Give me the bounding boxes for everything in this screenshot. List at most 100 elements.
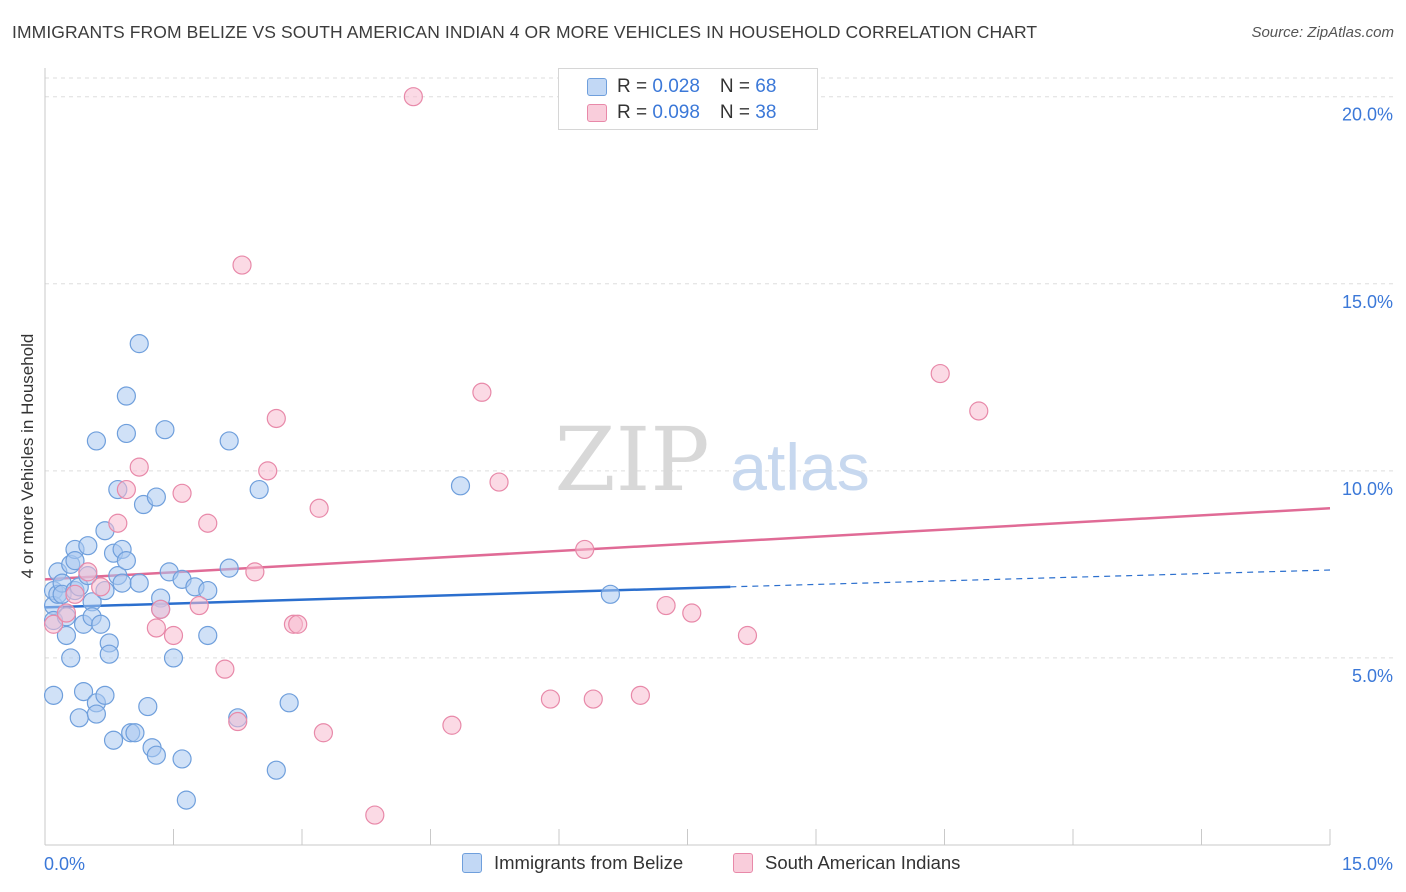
legend-text-sa-indians: R = 0.098 N = 38	[617, 102, 776, 124]
legend-r-value: 0.098	[652, 102, 700, 123]
watermark-atlas: atlas	[730, 430, 869, 504]
point-sa-indian	[540, 689, 561, 709]
point-sa-indian	[172, 483, 192, 503]
point-sa-indian	[656, 595, 676, 616]
chart-title: IMMIGRANTS FROM BELIZE VS SOUTH AMERICAN…	[12, 22, 1038, 42]
point-belize	[91, 614, 111, 634]
watermark-zip: ZIP	[554, 408, 709, 511]
stats-legend: R = 0.028 N = 68 R = 0.098 N = 38	[558, 68, 818, 130]
point-sa-indian	[313, 723, 334, 743]
point-belize	[125, 723, 145, 743]
point-sa-indian	[630, 685, 650, 705]
legend-n-label: N =	[719, 76, 756, 97]
point-belize	[129, 573, 149, 593]
point-belize	[146, 745, 166, 765]
point-sa-indian	[930, 363, 950, 384]
point-sa-indian	[266, 408, 286, 429]
point-sa-indian	[232, 255, 252, 275]
legend-n-value: 68	[755, 76, 777, 97]
bottom-legend-swatch-blue	[462, 853, 482, 873]
tick-labels: 5.0% 10.0% 15.0% 20.0% 0.0% 15.0%	[44, 105, 1393, 874]
legend-swatch-pink	[587, 104, 607, 122]
point-sa-indian	[969, 401, 989, 421]
point-sa-indian	[56, 603, 77, 623]
point-belize	[172, 749, 192, 769]
point-belize	[69, 708, 89, 728]
x-tick-label-min: 0.0%	[44, 854, 85, 874]
point-belize	[450, 476, 471, 496]
point-belize	[129, 334, 149, 354]
point-belize	[266, 760, 286, 780]
y-axis-title: 4 or more Vehicles in Household	[18, 333, 37, 579]
point-belize	[86, 704, 107, 724]
y-tick-label: 10.0%	[1342, 479, 1393, 499]
point-belize	[163, 648, 184, 668]
point-belize	[176, 790, 196, 810]
point-sa-indian	[65, 584, 85, 604]
point-belize	[198, 625, 218, 646]
y-tick-label: 5.0%	[1352, 666, 1393, 686]
point-sa-indian	[288, 614, 308, 634]
point-sa-indian	[365, 805, 385, 825]
point-sa-indian	[403, 87, 423, 107]
source-credit: Source: ZipAtlas.com	[1251, 24, 1394, 41]
point-belize	[103, 730, 124, 750]
point-sa-indian	[91, 577, 111, 597]
point-sa-indian	[258, 461, 278, 481]
point-belize	[155, 420, 175, 440]
bottom-legend-swatch-pink	[733, 853, 753, 873]
point-belize	[43, 685, 64, 705]
point-sa-indian	[151, 599, 171, 619]
point-belize	[198, 580, 218, 601]
point-belize	[116, 386, 136, 406]
point-sa-indian	[682, 603, 702, 623]
legend-n-label: N =	[719, 102, 756, 123]
point-sa-indian	[737, 625, 758, 646]
bottom-legend-label-belize: Immigrants from Belize	[494, 852, 684, 873]
point-belize	[116, 423, 136, 444]
point-sa-indian	[245, 562, 265, 582]
legend-r-label: R =	[617, 76, 653, 97]
legend-swatch-blue	[587, 78, 607, 96]
point-belize	[61, 648, 81, 668]
point-sa-indian	[228, 711, 248, 732]
point-belize	[73, 681, 94, 702]
y-tick-label: 20.0%	[1342, 105, 1393, 125]
point-sa-indian	[198, 513, 218, 533]
point-sa-indian	[215, 659, 235, 679]
point-sa-indian	[163, 625, 184, 646]
point-sa-indian	[309, 498, 329, 518]
y-tick-label: 15.0%	[1342, 292, 1393, 312]
bottom-legend-label-sa-indians: South American Indians	[765, 852, 961, 873]
point-belize	[146, 487, 166, 507]
point-belize	[219, 558, 239, 578]
point-belize	[65, 551, 85, 571]
point-sa-indian	[489, 472, 509, 492]
point-belize	[99, 644, 119, 664]
trend-line-belize	[44, 585, 731, 609]
point-sa-indian	[116, 479, 136, 500]
point-sa-indian	[442, 715, 462, 735]
data-points	[43, 87, 989, 825]
trend-line-belize-extension	[730, 569, 1331, 588]
legend-text-belize: R = 0.028 N = 68	[617, 76, 776, 98]
point-belize	[138, 696, 158, 717]
point-sa-indian	[189, 595, 209, 616]
x-tick-label-max: 15.0%	[1342, 854, 1393, 874]
point-belize	[56, 625, 77, 646]
point-sa-indian	[78, 562, 98, 582]
point-belize	[600, 584, 621, 604]
point-sa-indian	[575, 539, 595, 560]
point-belize	[279, 693, 299, 713]
point-sa-indian	[129, 457, 149, 477]
legend-n-value: 38	[755, 102, 777, 123]
legend-r-label: R =	[617, 102, 653, 123]
watermark: ZIP atlas	[554, 408, 869, 511]
axes	[44, 68, 1331, 846]
point-sa-indian	[108, 513, 128, 533]
point-sa-indian	[146, 618, 166, 638]
point-belize	[219, 431, 239, 451]
point-belize	[86, 431, 107, 451]
legend-r-value: 0.028	[652, 76, 700, 97]
point-sa-indian	[43, 614, 64, 634]
